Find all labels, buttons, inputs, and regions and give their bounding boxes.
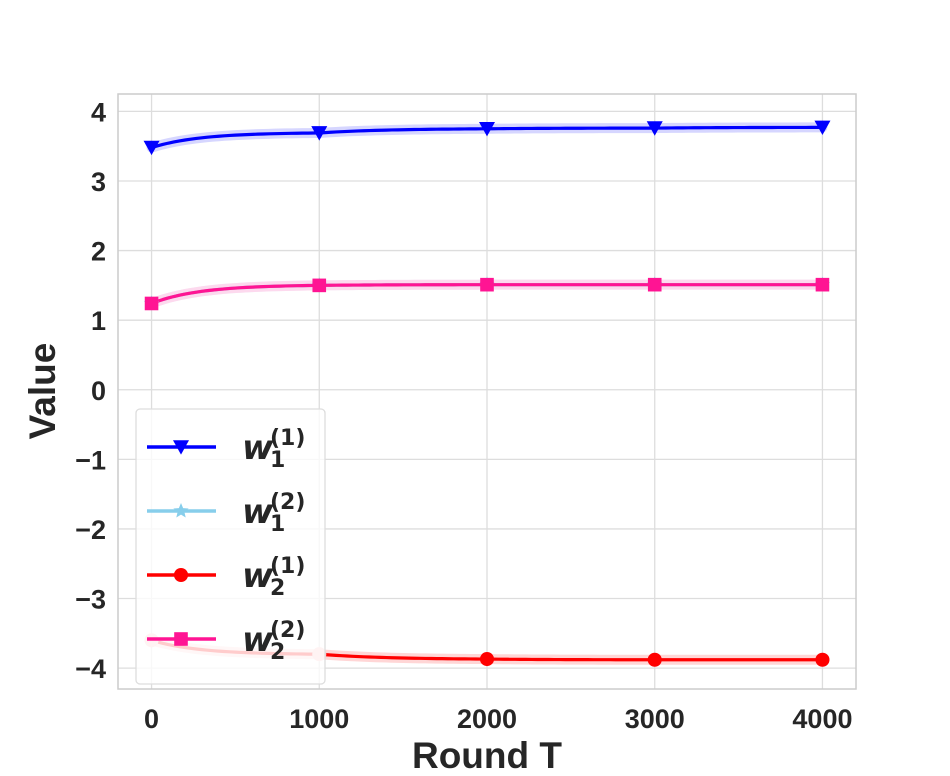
y-tick-label: 3 [91, 167, 106, 197]
legend-marker-w1_1 [173, 440, 189, 455]
data-point-w1_1 [143, 140, 160, 156]
legend-marker-w2_2 [174, 632, 188, 646]
data-point-w2_1 [479, 652, 495, 667]
data-point-w1_1 [311, 126, 328, 141]
x-tick-label: 1000 [289, 704, 349, 734]
legend: w1(1) w1(2) w2(1) w2(2) [135, 408, 326, 685]
y-tick-label: 4 [91, 97, 106, 127]
data-point-w1_1 [814, 120, 831, 136]
data-point-w1_1 [646, 121, 663, 136]
data-point-w2_1 [815, 652, 830, 667]
y-tick-label: −1 [75, 445, 106, 475]
legend-marker-w2_1 [173, 567, 189, 583]
x-tick-label: 4000 [792, 704, 852, 734]
x-axis-title: Round T [412, 735, 562, 776]
plot-frame [117, 93, 857, 690]
x-tick-label: 3000 [625, 704, 685, 734]
y-tick-label: −4 [75, 654, 106, 684]
y-tick-label: −3 [75, 585, 106, 615]
legend-label-w2_1: w2(1) [242, 554, 305, 601]
data-point-w2_2 [480, 277, 494, 292]
y-axis-title: Value [22, 343, 63, 440]
legend-marker-w1_2 [173, 503, 189, 518]
data-point-w2_2 [647, 277, 662, 292]
legend-label-w1_2: w1(2) [242, 490, 305, 537]
legend-label-w2_2: w2(2) [242, 618, 305, 665]
y-tick-label: −2 [75, 515, 106, 545]
x-tick-label: 2000 [457, 704, 517, 734]
data-point-w2_1 [647, 652, 662, 667]
y-tick-label: 2 [91, 237, 106, 267]
legend-label-w1_1: w1(1) [242, 426, 305, 473]
data-point-w2_2 [815, 277, 830, 292]
legend-box [135, 408, 326, 685]
data-point-w1_1 [479, 121, 495, 137]
x-tick-label: 0 [144, 704, 159, 734]
y-tick-label: 1 [91, 306, 106, 336]
data-point-w2_2 [312, 278, 327, 293]
y-tick-label: 0 [91, 376, 106, 406]
data-point-w2_2 [144, 296, 159, 311]
